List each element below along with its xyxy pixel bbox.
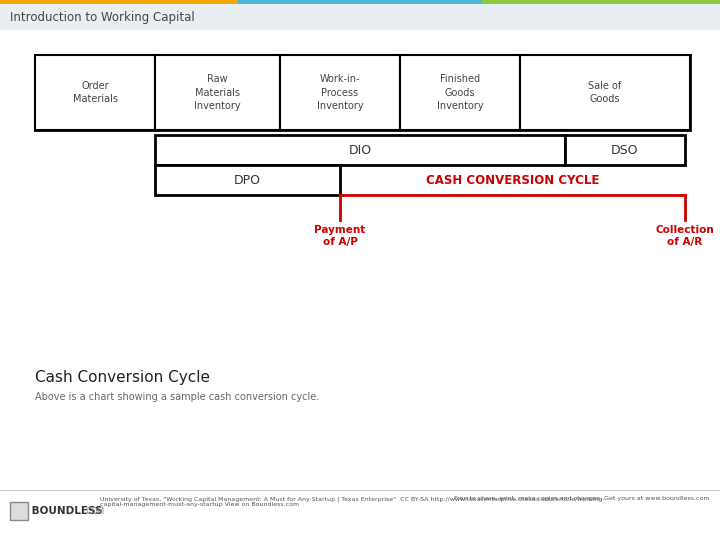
Text: Free to share, print, make copies and changes. Get yours at www.boundless.com: Free to share, print, make copies and ch…: [454, 496, 710, 501]
Text: Above is a chart showing a sample cash conversion cycle.: Above is a chart showing a sample cash c…: [35, 392, 319, 402]
Text: Raw
Materials
Inventory: Raw Materials Inventory: [194, 75, 240, 111]
Bar: [400, 55, 520, 130]
Text: Order
Materials: Order Materials: [73, 81, 117, 104]
Text: University of Texas, "Working Capital Management: A Must for Any Startup | Texas: University of Texas, "Working Capital Ma…: [100, 496, 605, 507]
Bar: [155, 165, 340, 195]
Text: .COM: .COM: [84, 507, 104, 516]
Text: Introduction to Working Capital: Introduction to Working Capital: [10, 10, 194, 24]
Bar: [0, 4, 720, 30]
Bar: [35, 55, 155, 130]
Text: Sale of
Goods: Sale of Goods: [588, 81, 621, 104]
Text: BOUNDLESS: BOUNDLESS: [28, 506, 102, 516]
Text: CASH CONVERSION CYCLE: CASH CONVERSION CYCLE: [426, 174, 599, 187]
Text: Payment
of A/P: Payment of A/P: [315, 225, 366, 247]
Bar: [155, 55, 280, 130]
Bar: [565, 135, 685, 165]
Text: Finished
Goods
Inventory: Finished Goods Inventory: [437, 75, 483, 111]
Text: Cash Conversion Cycle: Cash Conversion Cycle: [35, 370, 210, 385]
Bar: [482, 0, 720, 4]
Text: Collection
of A/R: Collection of A/R: [656, 225, 714, 247]
Bar: [238, 0, 482, 4]
Bar: [280, 55, 400, 130]
Bar: [520, 55, 690, 130]
Bar: [35, 55, 690, 130]
Text: Work-in-
Process
Inventory: Work-in- Process Inventory: [317, 75, 364, 111]
Text: DPO: DPO: [234, 173, 261, 186]
Bar: [155, 135, 565, 165]
Text: DSO: DSO: [611, 144, 639, 157]
Text: DIO: DIO: [348, 144, 372, 157]
Bar: [0, 0, 238, 4]
Bar: [10, 502, 28, 520]
